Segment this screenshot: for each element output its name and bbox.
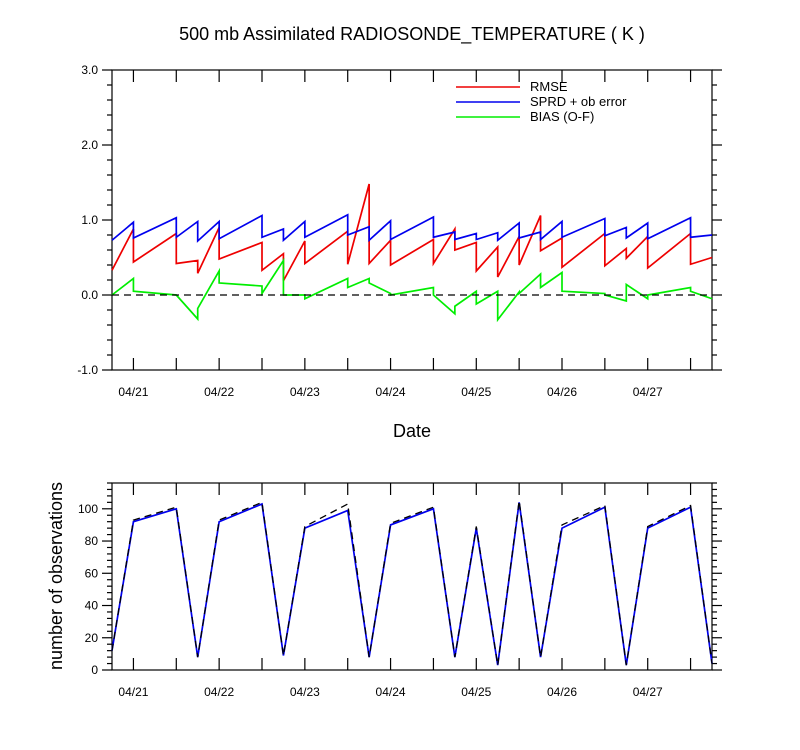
top-plot-frame [111, 69, 713, 371]
top-x-tick-label: 04/22 [204, 385, 234, 399]
bottom-x-tick-label: 04/23 [290, 685, 320, 699]
top-y-tick-label: 1.0 [81, 213, 98, 227]
top-x-tick-label: 04/26 [547, 385, 577, 399]
top-x-axis-title: Date [393, 421, 431, 441]
top-x-tick-label: 04/27 [633, 385, 663, 399]
bottom-series-group [111, 500, 713, 666]
bottom-x-tick-label: 04/21 [118, 685, 148, 699]
legend-label-sprd: SPRD + ob error [530, 94, 627, 109]
top-axis-ticks: 04/21 04/22 04/23 04/24 04/25 04/26 04/27 -1.0 0… [77, 63, 722, 399]
series-count-line [111, 502, 713, 666]
bottom-axis-ticks: 04/21 04/22 04/23 04/24 04/25 04/26 04/27 0 20 40… [78, 482, 722, 699]
bottom-y-tick-label: 0 [91, 663, 98, 677]
legend-label-rmse: RMSE [530, 79, 568, 94]
bottom-y-axis-title: number of observations [46, 482, 66, 670]
top-x-tick-label: 04/24 [376, 385, 406, 399]
top-chart: 04/21 04/22 04/23 04/24 04/25 04/26 04/27 -1.0 0… [77, 63, 722, 441]
top-series-group [111, 183, 713, 323]
bottom-chart: 04/21 04/22 04/23 04/24 04/25 04/26 04/27 0 20 40… [46, 482, 722, 699]
bottom-y-tick-label: 40 [85, 599, 99, 613]
bottom-x-tick-label: 04/24 [376, 685, 406, 699]
bottom-x-tick-label: 04/22 [204, 685, 234, 699]
series-count_dashed-line [111, 500, 713, 666]
bottom-y-tick-label: 60 [85, 566, 99, 580]
top-y-tick-label: -1.0 [77, 363, 98, 377]
top-x-tick-label: 04/21 [118, 385, 148, 399]
bottom-y-tick-label: 20 [85, 631, 99, 645]
series-bias-line [111, 257, 713, 323]
top-y-tick-label: 0.0 [81, 288, 98, 302]
legend-label-bias: BIAS (O-F) [530, 109, 594, 124]
top-y-tick-label: 2.0 [81, 138, 98, 152]
bottom-x-tick-label: 04/27 [633, 685, 663, 699]
top-y-tick-label: 3.0 [81, 63, 98, 77]
series-sprd-line [111, 213, 713, 243]
top-x-tick-label: 04/25 [461, 385, 491, 399]
chart-title: 500 mb Assimilated RADIOSONDE_TEMPERATUR… [179, 24, 645, 45]
bottom-y-tick-label: 80 [85, 534, 99, 548]
bottom-x-tick-label: 04/26 [547, 685, 577, 699]
top-x-tick-label: 04/23 [290, 385, 320, 399]
series-rmse-line [111, 183, 713, 282]
bottom-x-tick-label: 04/25 [461, 685, 491, 699]
bottom-plot-frame [111, 482, 713, 671]
bottom-y-tick-label: 100 [78, 502, 98, 516]
legend: RMSE SPRD + ob error BIAS (O-F) [456, 79, 627, 124]
